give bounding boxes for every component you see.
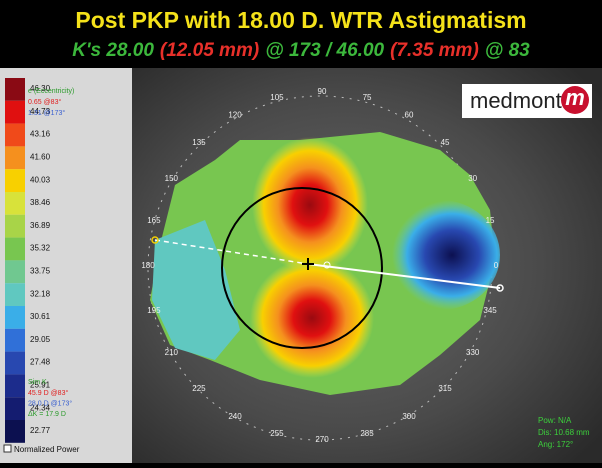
scale-swatch [5, 123, 25, 147]
scale-label: 36.89 [30, 221, 51, 230]
angle-label: 30 [468, 174, 477, 183]
scale-label: 46.30 [30, 84, 51, 93]
map-hot-bottom [250, 258, 374, 378]
scale-label: 22.77 [30, 426, 51, 435]
angle-label: 180 [141, 261, 155, 270]
scale-label: 32.18 [30, 289, 51, 298]
scale-swatch [5, 420, 25, 443]
subtitle-part: (7.35 mm) [390, 40, 479, 61]
angle-label: 60 [405, 110, 414, 119]
scale-swatch [5, 351, 25, 375]
angle-label: 330 [466, 348, 480, 357]
scale-label: 29.05 [30, 335, 51, 344]
angle-label: 120 [228, 110, 242, 119]
apex [323, 261, 331, 269]
header-bg [0, 0, 602, 68]
angle-label: 225 [192, 384, 206, 393]
simk-value: ΔK = 17.9 D [28, 411, 66, 418]
angle-label: 195 [147, 306, 161, 315]
scale-swatch [5, 397, 25, 420]
simk-value: 28.0 D @173° [28, 399, 72, 407]
scale-swatch [5, 169, 25, 192]
subtitle-part: K's 28.00 [72, 40, 154, 61]
simk-label: Sim K [28, 379, 47, 386]
angle-label: 75 [363, 93, 372, 102]
axis-end [151, 236, 159, 244]
scale-label: 24.34 [30, 403, 51, 412]
scale-swatch [5, 100, 25, 124]
axis-line [307, 263, 501, 289]
scale-swatch [5, 374, 25, 398]
angle-label: 285 [360, 429, 374, 438]
normalized-power: Normalized Power [14, 445, 80, 454]
angle-label: 270 [315, 435, 329, 444]
subtitle: K's 28.00 (12.05 mm) @ 173 / 46.00 (7.35 mm… [72, 40, 530, 61]
scale-label: 30.61 [30, 312, 51, 321]
scale-swatch [5, 192, 25, 215]
scale-label: 25.91 [30, 381, 51, 390]
scale-label: 35.32 [30, 244, 51, 253]
cursor-dis: Dis: 10.68 mm [538, 428, 590, 437]
angle-label: 210 [165, 348, 179, 357]
angle-label: 300 [402, 412, 416, 421]
ecc-value: 0.65 @83° [28, 98, 61, 106]
angle-label: 240 [228, 412, 242, 421]
ecc-label: e (Eccentricity) [28, 88, 74, 95]
simk-value: 45.9 D @83° [28, 389, 68, 397]
scale-swatch [5, 214, 25, 238]
angle-label: 135 [192, 138, 206, 147]
scale-swatch [5, 260, 25, 284]
angle-label: 345 [483, 306, 497, 315]
cursor-pow: Pow: N/A [538, 416, 572, 425]
angle-label: 15 [486, 216, 495, 225]
logo-mark-bg [561, 86, 589, 114]
scale-label: 33.75 [30, 267, 51, 276]
pupil-circle [221, 187, 383, 349]
scale-label: 44.73 [30, 107, 51, 116]
scale-label: 41.60 [30, 153, 51, 162]
scale-swatch [5, 146, 25, 170]
map-teal [152, 220, 240, 360]
scale-swatch [5, 328, 25, 352]
angle-label: 150 [165, 174, 179, 183]
subtitle-part: @ 83 [485, 40, 530, 61]
logo-mark: m [565, 85, 585, 110]
title: Post PKP with 18.00 D. WTR Astigmatism [75, 7, 526, 33]
scale-label: 43.16 [30, 130, 51, 139]
logo: medmont [470, 88, 562, 113]
scale-label: 27.48 [30, 358, 51, 367]
subtitle-part: @ 173 / 46.00 [265, 40, 384, 61]
angle-label: 315 [438, 384, 452, 393]
angle-label: 165 [147, 216, 161, 225]
map-hot-top [252, 137, 368, 273]
scale-swatch [5, 78, 25, 101]
angle-label: 0 [494, 261, 499, 270]
center-cross [302, 258, 314, 270]
scale-swatch [5, 237, 25, 261]
axis-dashed [154, 239, 309, 265]
angle-label: 45 [441, 138, 450, 147]
angle-label: 105 [270, 93, 284, 102]
scale-label: 38.46 [30, 198, 51, 207]
cursor-ang: Ang: 172° [538, 440, 573, 449]
checkbox[interactable] [3, 444, 12, 453]
scale-swatch [5, 306, 25, 329]
map-blue [380, 200, 500, 310]
scale-label: 40.03 [30, 175, 51, 184]
axis-end [496, 284, 504, 292]
subtitle-part: (12.05 mm) [160, 40, 259, 61]
scale-swatch [5, 283, 25, 306]
angle-label: 90 [318, 87, 327, 96]
ecc-value: 1.31 @173° [28, 109, 65, 117]
angle-label: 255 [270, 429, 284, 438]
